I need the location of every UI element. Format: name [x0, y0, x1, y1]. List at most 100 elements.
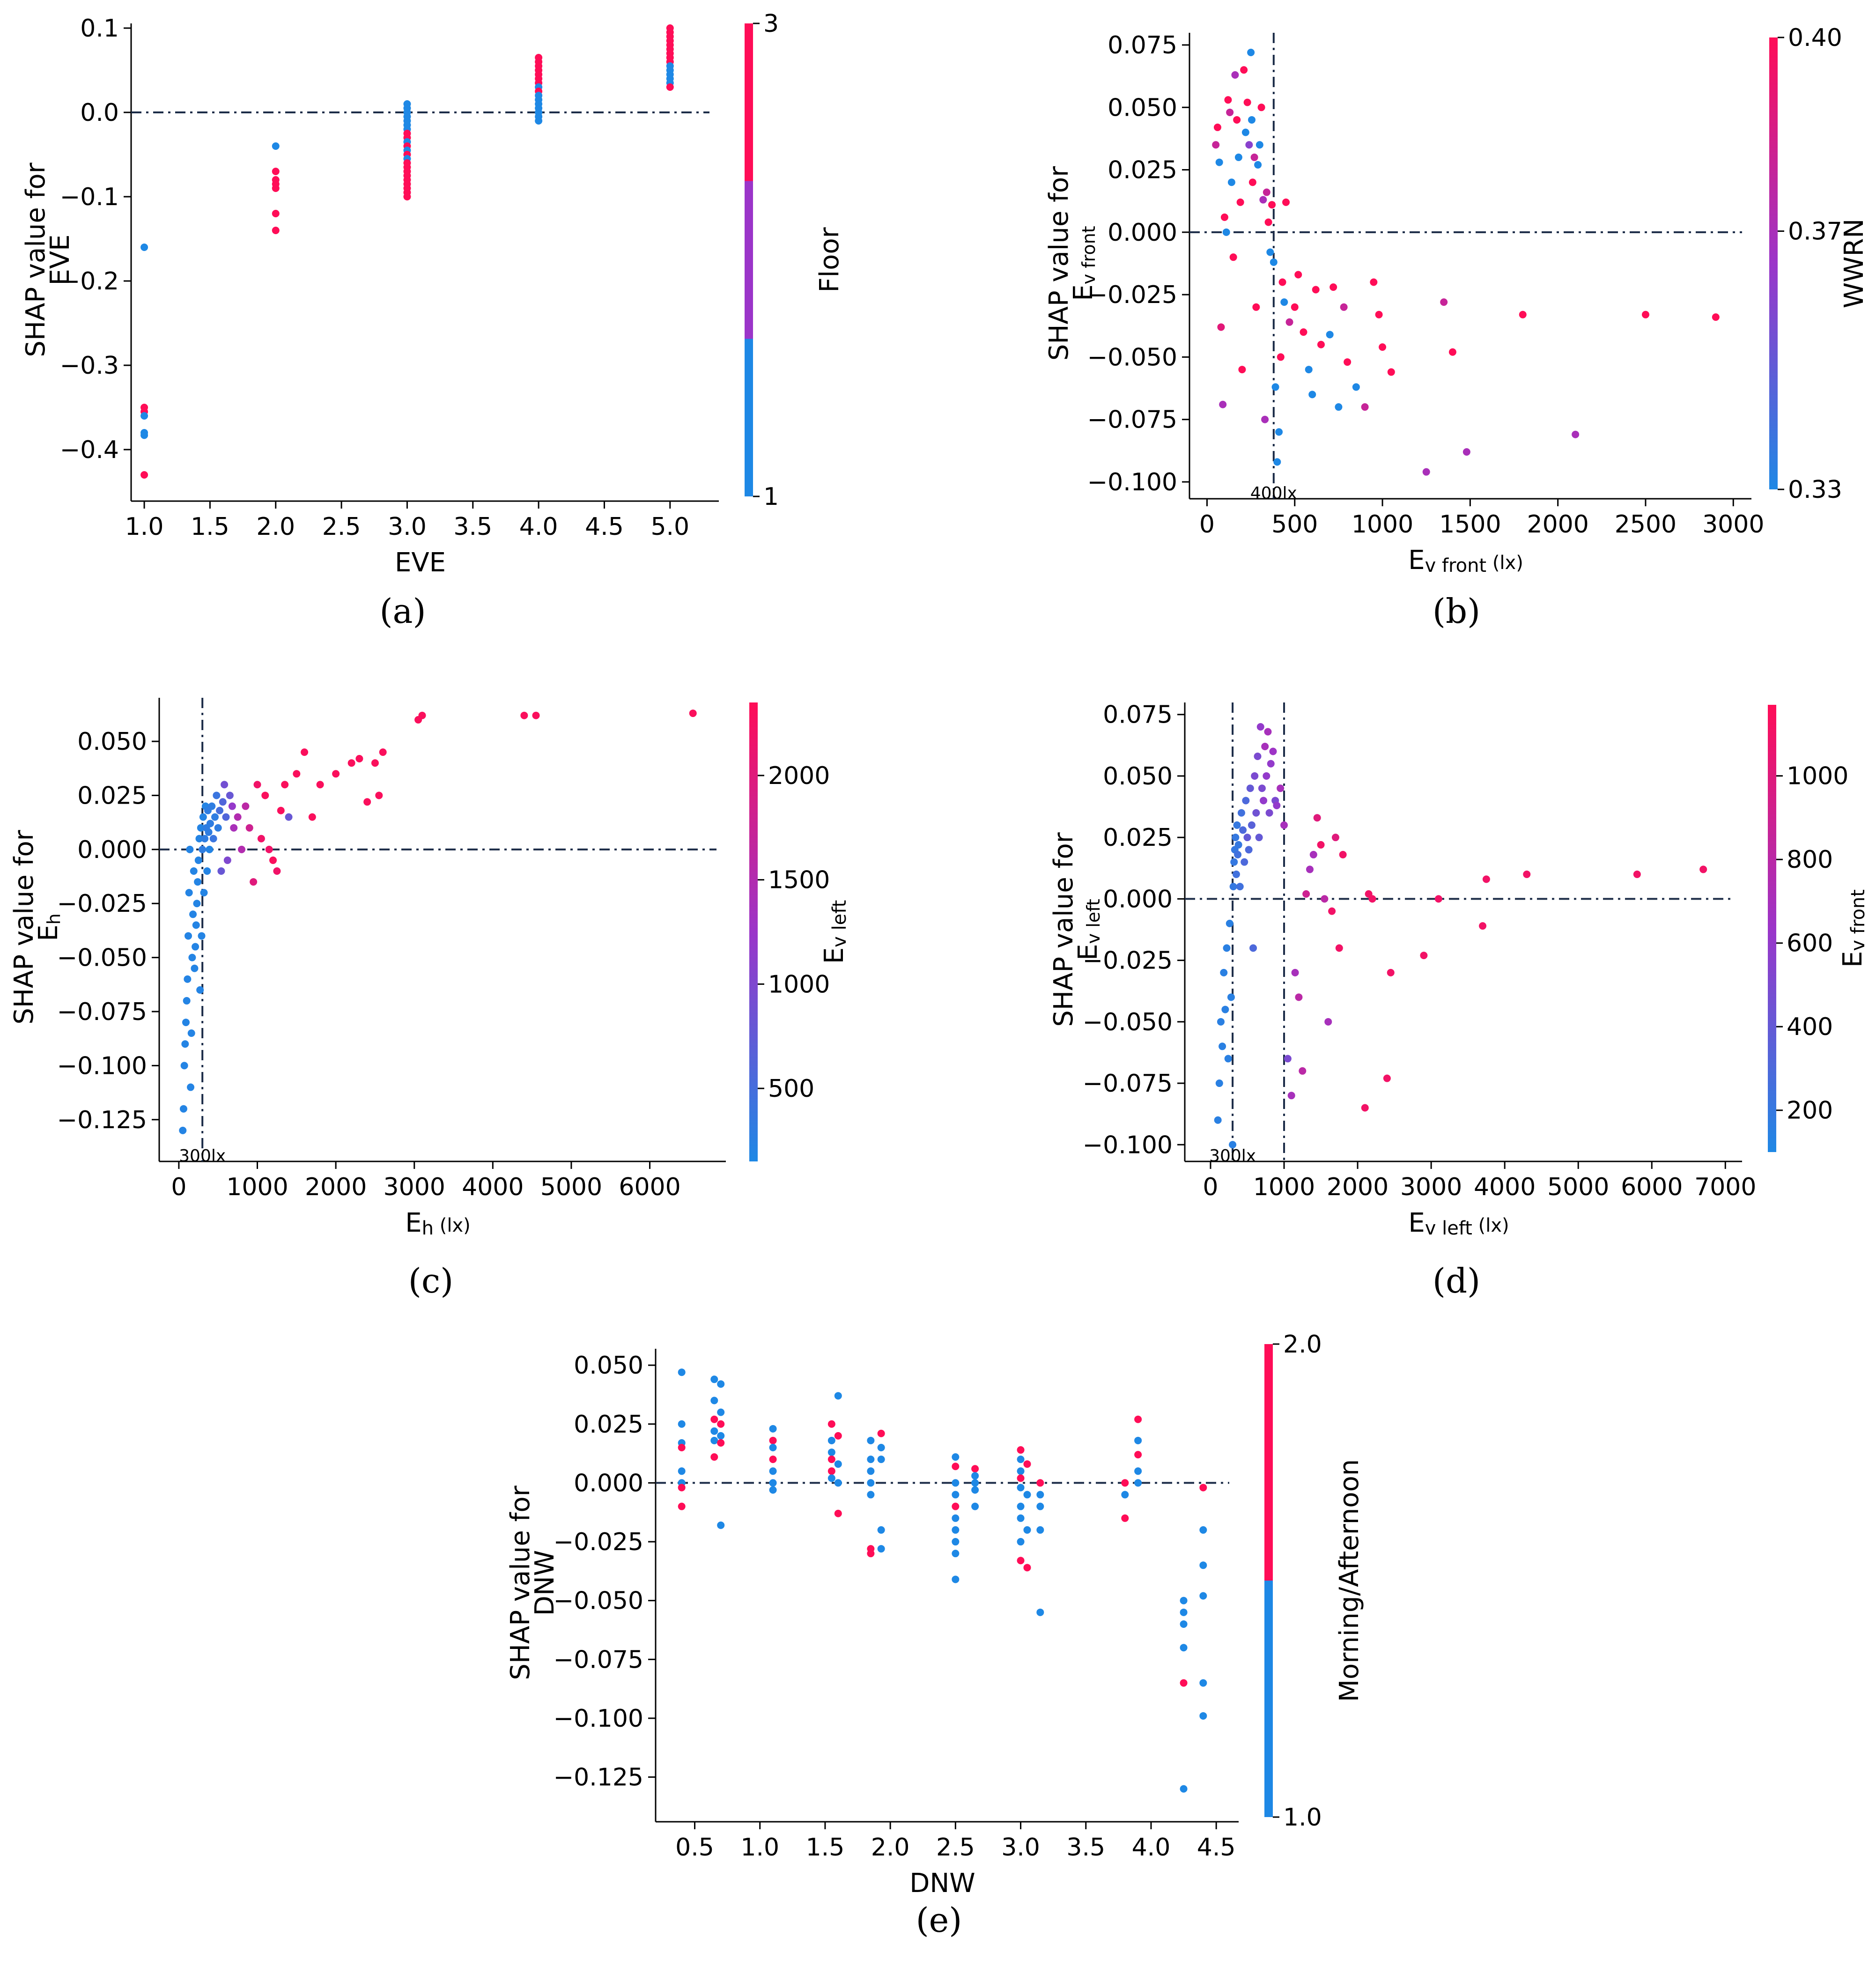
data-point: [216, 806, 224, 814]
data-point: [1234, 841, 1242, 849]
data-point: [1134, 1415, 1142, 1423]
data-point: [375, 791, 383, 799]
x-tick-label: 1.0: [125, 513, 164, 541]
data-point: [1199, 1712, 1207, 1720]
x-axis-label-unit: (lx): [440, 1215, 471, 1236]
y-tick-label: −0.4: [60, 436, 119, 464]
data-point: [1324, 1018, 1332, 1026]
data-point: [1448, 348, 1456, 356]
data-point: [1238, 366, 1246, 374]
data-point: [1572, 430, 1580, 438]
colorbar: [1264, 1344, 1273, 1817]
colorbar: [1768, 705, 1776, 1152]
data-point: [1361, 1104, 1369, 1112]
data-point: [1199, 1484, 1207, 1492]
data-point: [1434, 895, 1442, 903]
data-point: [1226, 108, 1234, 116]
data-point: [1309, 850, 1317, 858]
colorbar: [1769, 37, 1778, 489]
x-tick-label: 1.0: [740, 1833, 779, 1862]
y-tick-label: 0.1: [80, 15, 119, 43]
data-point: [1252, 809, 1260, 817]
x-tick-label: 3000: [1702, 510, 1764, 539]
x-tick-label: 3.5: [1066, 1833, 1105, 1862]
y-tick-label: 0.025: [77, 782, 147, 810]
data-point: [371, 759, 379, 767]
data-point: [206, 820, 214, 828]
data-point: [1266, 248, 1274, 256]
y-tick-label: −0.1: [60, 183, 119, 211]
x-tick-label: 1500: [1439, 510, 1501, 539]
data-point: [1313, 814, 1321, 822]
data-point: [1227, 178, 1235, 186]
data-point: [179, 1126, 187, 1134]
y-tick-label: 0.025: [1108, 156, 1177, 185]
x-axis-label: Eh (lx): [405, 1208, 470, 1239]
x-axis-label-sub: h: [422, 1218, 434, 1239]
colorbar-label-text: Morning/Afternoon: [1334, 1459, 1365, 1702]
data-point: [1294, 271, 1302, 279]
data-point: [1017, 1557, 1025, 1565]
data-point: [293, 770, 301, 778]
data-point: [187, 1029, 195, 1037]
data-point: [1036, 1608, 1044, 1616]
data-point: [403, 193, 411, 200]
threshold-label: 400lx: [1250, 484, 1297, 503]
y-tick-label: 0.000: [574, 1469, 643, 1497]
x-tick-label: 3.5: [453, 513, 492, 541]
data-point: [1641, 310, 1649, 318]
data-point: [1017, 1446, 1025, 1454]
y-tick-label: −0.025: [1083, 947, 1173, 975]
data-point: [1300, 328, 1307, 336]
colorbar-label-text: Floor: [814, 227, 845, 292]
data-point: [1267, 760, 1275, 768]
data-point: [1017, 1502, 1025, 1510]
data-point: [1023, 1460, 1031, 1468]
data-point: [1420, 952, 1428, 960]
colorbar-label-main: E: [1838, 951, 1868, 968]
data-point: [285, 813, 293, 821]
data-point: [1699, 865, 1707, 873]
x-axis-label-space: [1472, 1215, 1478, 1236]
data-point: [219, 798, 227, 806]
x-axis-label-main: E: [1408, 545, 1425, 576]
x-tick-label: 2.0: [256, 513, 295, 541]
data-point: [379, 748, 387, 756]
data-point: [1243, 98, 1251, 106]
data-point: [834, 1392, 842, 1400]
data-point: [710, 1453, 718, 1461]
data-point: [834, 1460, 842, 1468]
data-point: [952, 1526, 960, 1534]
y-tick-label: −0.075: [57, 998, 147, 1026]
data-point: [1220, 213, 1228, 221]
y-tick-label: −0.3: [60, 352, 119, 380]
data-point: [1268, 201, 1276, 209]
y-axis-label-main: E: [33, 924, 64, 941]
colorbar-tick-label: 3: [763, 10, 779, 38]
colorbar-label-text: Ev front: [1838, 889, 1869, 968]
data-point: [1312, 286, 1320, 294]
data-point: [197, 824, 205, 832]
colorbar-tick-label: 2.0: [1283, 1330, 1322, 1359]
y-tick-label: 0.050: [1103, 762, 1173, 791]
data-point: [867, 1550, 875, 1558]
data-point: [678, 1444, 686, 1452]
data-point: [1036, 1491, 1044, 1499]
x-axis-label-main: E: [1408, 1208, 1425, 1238]
data-point: [316, 781, 324, 789]
data-point: [253, 781, 261, 789]
data-point: [710, 1415, 718, 1423]
data-point: [678, 1467, 686, 1475]
data-point: [717, 1432, 725, 1440]
colorbar-tick-label: 400: [1787, 1013, 1833, 1041]
data-point: [1331, 834, 1339, 842]
data-point: [1199, 1679, 1207, 1687]
data-point: [1379, 343, 1387, 351]
y-tick-label: 0.000: [1108, 219, 1177, 247]
x-tick-label: 1.5: [191, 513, 229, 541]
data-point: [1326, 331, 1334, 339]
data-point: [1223, 944, 1231, 952]
data-point: [1440, 298, 1448, 306]
